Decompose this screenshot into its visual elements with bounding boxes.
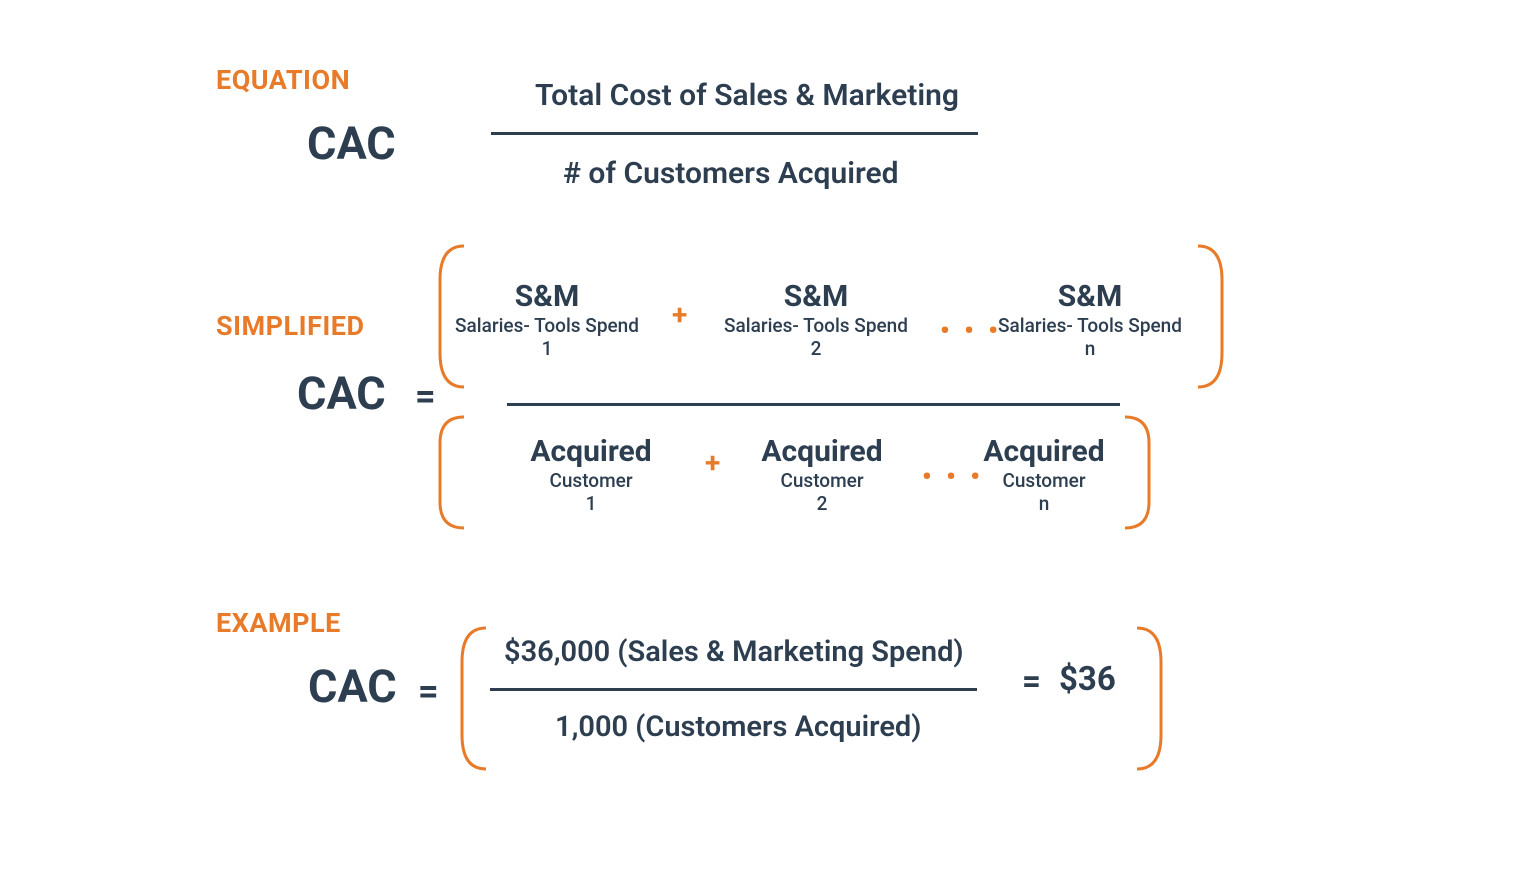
equation-numerator: Total Cost of Sales & Marketing [535,78,959,113]
term-index: n [990,338,1190,361]
example-fraction-line [490,688,977,691]
example-result: $36 [1059,660,1116,699]
example-cac-lhs: CAC [308,660,397,713]
example-numerator: $36,000 (Sales & Marketing Spend) [504,635,964,669]
simplified-fraction-line [507,403,1120,406]
simplified-equals: = [415,375,436,417]
equation-cac-lhs: CAC [307,117,396,170]
term-big: S&M [447,279,647,315]
example-equals-1: = [418,670,439,712]
simplified-den-term-n: Acquired Customer n [949,434,1139,516]
term-big: S&M [716,279,916,315]
bracket-right-icon [1135,626,1165,771]
term-index: 2 [716,338,916,361]
equation-denominator: # of Customers Acquired [563,156,899,191]
simplified-section-label: SIMPLIFIED [216,310,365,342]
term-small: Customer [727,470,917,493]
bracket-left-icon [436,415,466,530]
example-section-label: EXAMPLE [216,607,341,639]
simplified-den-term-1: Acquired Customer 1 [496,434,686,516]
bracket-left-icon [458,626,488,771]
term-index: 2 [727,493,917,516]
example-denominator: 1,000 (Customers Acquired) [555,710,921,744]
plus-icon: + [672,298,687,331]
term-index: 1 [496,493,686,516]
equation-section-label: EQUATION [216,64,350,96]
term-big: S&M [990,279,1190,315]
term-small: Customer [949,470,1139,493]
simplified-den-term-2: Acquired Customer 2 [727,434,917,516]
term-big: Acquired [949,434,1139,470]
example-equals-2: = [1022,662,1041,701]
term-big: Acquired [496,434,686,470]
term-small: Salaries- Tools Spend [716,315,916,338]
plus-icon: + [705,446,720,479]
bracket-right-icon [1196,244,1226,389]
term-index: n [949,493,1139,516]
simplified-num-term-n: S&M Salaries- Tools Spend n [990,279,1190,361]
term-small: Customer [496,470,686,493]
equation-fraction-line [491,132,978,135]
term-big: Acquired [727,434,917,470]
simplified-num-term-2: S&M Salaries- Tools Spend 2 [716,279,916,361]
term-index: 1 [447,338,647,361]
simplified-cac-lhs: CAC [297,367,386,420]
term-small: Salaries- Tools Spend [990,315,1190,338]
term-small: Salaries- Tools Spend [447,315,647,338]
simplified-num-term-1: S&M Salaries- Tools Spend 1 [447,279,647,361]
